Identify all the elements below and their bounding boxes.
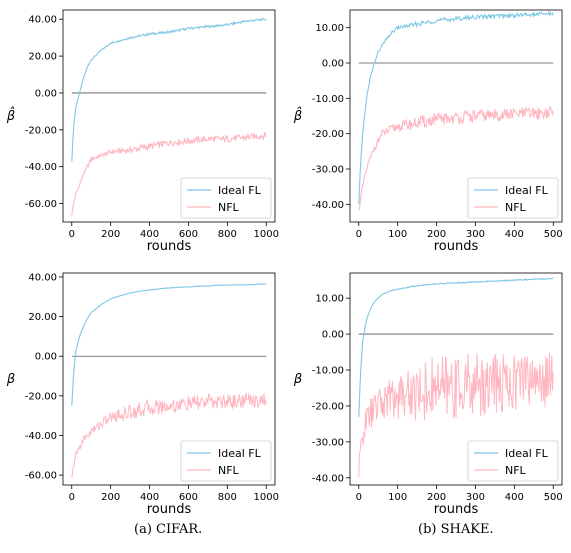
series-line-nfl — [358, 106, 554, 211]
x-tick-label: 800 — [218, 229, 237, 240]
y-tick-label: -20.00 — [312, 129, 344, 140]
chart-cifar-beta: 0 200 400 600 800 1000 -60.00 -40.00 -20.00 0.00 2… — [6, 272, 279, 517]
y-axis-label: β — [293, 372, 302, 387]
x-tick-label: 600 — [179, 229, 198, 240]
caption-shake: (b) SHAKE. — [418, 522, 494, 537]
y-tick-label: 40.00 — [28, 272, 57, 283]
y-tick-label: -30.00 — [312, 165, 344, 176]
x-tick-label: 200 — [101, 229, 120, 240]
legend-label-ideal-fl: Ideal FL — [218, 447, 262, 460]
series-line-nfl — [71, 392, 267, 478]
y-tick-label: -10.00 — [312, 366, 344, 377]
x-tick-label: 200 — [427, 492, 446, 503]
plot-frame — [349, 9, 563, 223]
chart-shake-beta-hat: 0 100 200 300 400 500 -40.00 -30.00 -20.00 -10.00… — [293, 9, 563, 254]
y-tick-label: 0.00 — [322, 59, 344, 70]
y-tick-label: 20.00 — [28, 312, 57, 323]
series-line-ideal-fl — [358, 10, 554, 205]
plot-frame — [62, 9, 276, 223]
x-tick-label: 400 — [140, 492, 159, 503]
x-tick-label: 400 — [140, 229, 159, 240]
x-tick-label: 800 — [218, 492, 237, 503]
legend-box — [467, 440, 559, 482]
y-tick-label: -60.00 — [25, 199, 57, 210]
legend-label-nfl: NFL — [505, 464, 527, 477]
y-tick-label: -10.00 — [312, 94, 344, 105]
x-tick-label: 200 — [427, 229, 446, 240]
x-tick-label: 0 — [356, 229, 362, 240]
y-tick-label: -30.00 — [312, 437, 344, 448]
x-tick-label: 400 — [505, 229, 524, 240]
x-tick-label: 500 — [544, 492, 563, 503]
x-tick-label: 300 — [466, 229, 485, 240]
caption-cifar: (a) CIFAR. — [134, 522, 203, 537]
x-tick-label: 1000 — [254, 229, 279, 240]
y-tick-label: -20.00 — [25, 125, 57, 136]
series-line-ideal-fl — [71, 283, 267, 406]
plot-frame — [349, 272, 563, 486]
series-line-nfl — [71, 132, 267, 216]
legend-label-ideal-fl: Ideal FL — [218, 184, 262, 197]
y-tick-label: 0.00 — [35, 88, 57, 99]
y-tick-label: 40.00 — [28, 15, 57, 26]
y-tick-label: 10.00 — [315, 294, 344, 305]
legend-label-ideal-fl: Ideal FL — [505, 184, 549, 197]
x-tick-label: 100 — [388, 229, 407, 240]
y-tick-label: -20.00 — [312, 401, 344, 412]
y-axis-label: β — [6, 372, 15, 387]
y-tick-label: -40.00 — [312, 473, 344, 484]
y-tick-label: -40.00 — [25, 162, 57, 173]
y-tick-label: 20.00 — [28, 52, 57, 63]
legend-label-nfl: NFL — [505, 201, 527, 214]
chart-shake-beta: 0 100 200 300 400 500 -40.00 -30.00 -20.00 -10.00… — [293, 272, 563, 517]
x-tick-label: 200 — [101, 492, 120, 503]
x-axis-label: rounds — [147, 502, 192, 517]
legend-box — [467, 177, 559, 219]
y-tick-label: 10.00 — [315, 23, 344, 34]
x-axis-label: rounds — [147, 239, 192, 254]
x-tick-label: 0 — [69, 492, 75, 503]
x-tick-label: 0 — [356, 492, 362, 503]
plot-frame — [62, 272, 276, 486]
x-tick-label: 300 — [466, 492, 485, 503]
x-tick-label: 400 — [505, 492, 524, 503]
chart-cifar-beta-hat: 0 200 400 600 800 1000 -60.00 -40.00 -20.00 0.00 2… — [6, 9, 279, 254]
x-tick-label: 600 — [179, 492, 198, 503]
legend-label-nfl: NFL — [218, 201, 240, 214]
y-axis-label: β̂ — [293, 107, 302, 124]
series-line-nfl — [358, 352, 554, 478]
legend-label-ideal-fl: Ideal FL — [505, 447, 549, 460]
series-line-ideal-fl — [71, 17, 267, 162]
y-tick-label: 0.00 — [35, 352, 57, 363]
y-tick-label: -40.00 — [312, 200, 344, 211]
x-tick-label: 1000 — [254, 492, 279, 503]
y-axis-label: β̂ — [6, 107, 15, 124]
x-axis-label: rounds — [434, 239, 479, 254]
legend-label-nfl: NFL — [218, 464, 240, 477]
y-tick-label: 0.00 — [322, 330, 344, 341]
legend-box — [180, 440, 272, 482]
legend-box — [180, 177, 272, 219]
x-tick-label: 500 — [544, 229, 563, 240]
x-tick-label: 100 — [388, 492, 407, 503]
series-line-ideal-fl — [358, 277, 554, 417]
y-tick-label: -60.00 — [25, 471, 57, 482]
x-axis-label: rounds — [434, 502, 479, 517]
x-tick-label: 0 — [69, 229, 75, 240]
y-tick-label: -20.00 — [25, 391, 57, 402]
y-tick-label: -40.00 — [25, 431, 57, 442]
